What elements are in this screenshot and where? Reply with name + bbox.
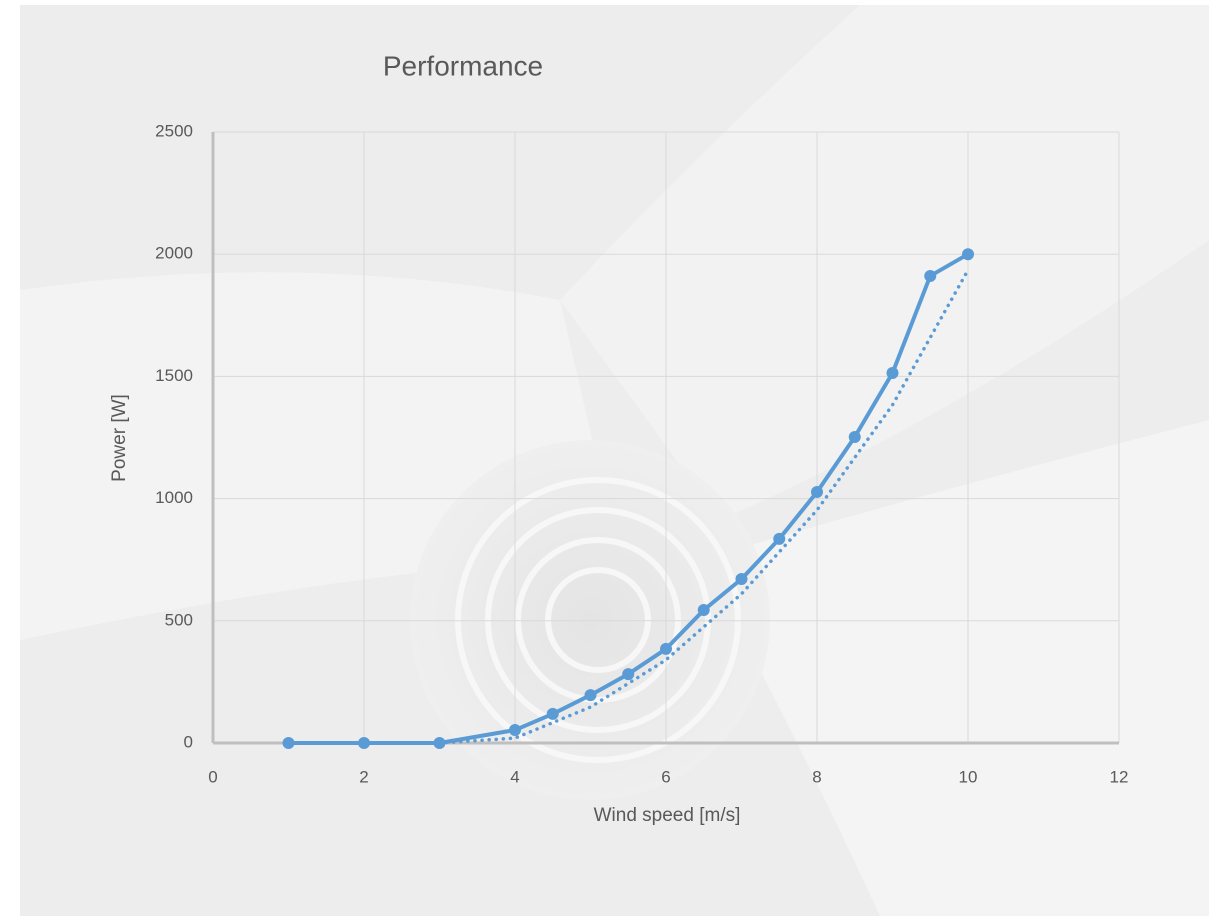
data-point: [358, 737, 370, 749]
data-point: [622, 668, 634, 680]
background-hub: [410, 440, 770, 800]
data-point: [547, 708, 559, 720]
page: Performance Power [W] Wind speed [m/s] 0…: [0, 0, 1209, 916]
data-point: [773, 533, 785, 545]
x-axis-label: Wind speed [m/s]: [594, 805, 741, 826]
y-tick-label: 1500: [155, 366, 193, 385]
x-tick-label: 10: [959, 767, 978, 786]
x-tick-label: 4: [510, 767, 519, 786]
y-tick-label: 2000: [155, 244, 193, 263]
data-point: [811, 486, 823, 498]
x-tick-label: 12: [1110, 767, 1129, 786]
y-axis-label: Power [W]: [109, 394, 130, 482]
chart: Performance Power [W] Wind speed [m/s] 0…: [0, 0, 1209, 916]
x-tick-label: 2: [359, 767, 368, 786]
data-point: [698, 604, 710, 616]
chart-title: Performance: [383, 50, 543, 81]
y-tick-label: 0: [184, 732, 193, 751]
data-point: [283, 737, 295, 749]
x-tick-label: 0: [208, 767, 217, 786]
data-point: [924, 270, 936, 282]
y-tick-label: 500: [165, 610, 193, 629]
x-tick-label: 6: [661, 767, 670, 786]
data-point: [736, 573, 748, 585]
y-tick-label: 1000: [155, 488, 193, 507]
data-point: [585, 689, 597, 701]
data-point: [509, 724, 521, 736]
data-point: [660, 643, 672, 655]
data-point: [849, 431, 861, 443]
data-point: [962, 248, 974, 260]
y-tick-label: 2500: [155, 121, 193, 140]
x-tick-label: 8: [812, 767, 821, 786]
data-point: [887, 367, 899, 379]
